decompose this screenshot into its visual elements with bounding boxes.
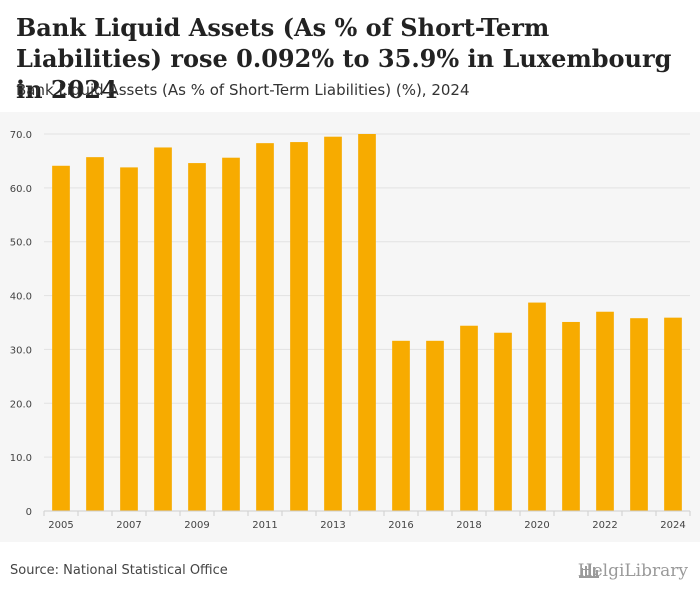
bar-2012 <box>290 142 308 512</box>
bar-2013 <box>324 136 342 511</box>
logo-text: HelgiLibrary <box>577 561 688 581</box>
library-building-icon <box>578 564 599 578</box>
x-tick-label: 2013 <box>320 520 345 531</box>
y-tick-label: 0 <box>26 507 32 518</box>
bar-2006 <box>86 157 104 511</box>
x-tick-label: 2018 <box>456 520 481 531</box>
x-tick-label: 2009 <box>184 520 209 531</box>
y-tick-label: 20.0 <box>10 399 32 410</box>
chart-subtitle: Bank Liquid Assets (As % of Short-Term L… <box>16 81 470 99</box>
y-tick-label: 10.0 <box>10 453 32 464</box>
x-tick-label: 2005 <box>48 520 73 531</box>
bar-2014 <box>358 134 376 511</box>
x-tick-label: 2011 <box>252 520 277 531</box>
x-tick-label: 2022 <box>592 520 617 531</box>
y-tick-label: 50.0 <box>10 238 32 249</box>
bar-2016 <box>392 340 410 511</box>
x-tick-label: 2020 <box>524 520 549 531</box>
bar-2005 <box>52 165 70 512</box>
x-tick-label: 2024 <box>660 520 685 531</box>
y-tick-label: 40.0 <box>10 292 32 303</box>
bar-2024 <box>664 317 682 511</box>
bar-2018 <box>460 325 478 511</box>
bar-2009 <box>188 163 206 511</box>
y-tick-label: 30.0 <box>10 345 32 356</box>
bar-2020 <box>528 302 546 511</box>
bar-2017 <box>426 340 444 511</box>
source-note: Source: National Statistical Office <box>10 563 228 578</box>
y-tick-label: 60.0 <box>10 184 32 195</box>
bar-2019 <box>494 332 512 511</box>
bar-2021 <box>562 321 580 511</box>
bar-2022 <box>596 311 614 511</box>
bar-2011 <box>256 143 274 512</box>
bar-chart: 0 10.0 20.0 30.0 40.0 50.0 60.0 70.0 2005 2007 200… <box>10 130 691 531</box>
x-tick-label: 2016 <box>388 520 413 531</box>
chart-title: Bank Liquid Assets (As % of Short-Term L… <box>16 13 672 104</box>
y-tick-label: 70.0 <box>10 130 32 141</box>
bar-2023 <box>630 318 648 511</box>
helgilibrary-logo: HelgiLibrary <box>578 561 688 581</box>
bar-2008 <box>154 147 172 511</box>
chart-area: 0 10.0 20.0 30.0 40.0 50.0 60.0 70.0 2005 2007 200… <box>0 112 700 542</box>
bar-2007 <box>120 167 138 512</box>
bar-2010 <box>222 157 240 511</box>
x-tick-label: 2007 <box>116 520 141 531</box>
